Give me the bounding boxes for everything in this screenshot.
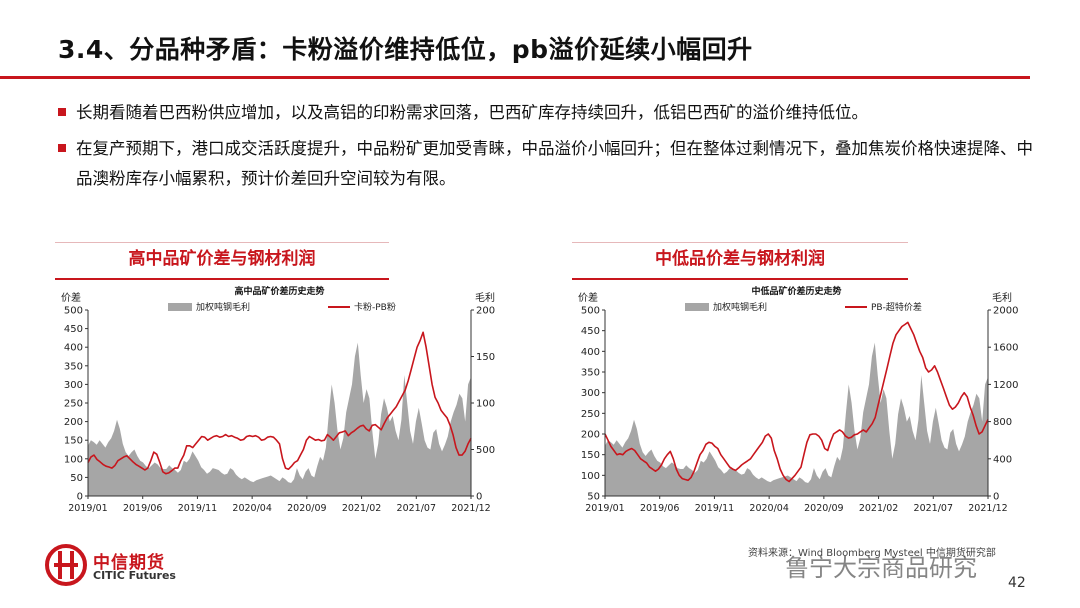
y-right-tick-label: 800 [993, 417, 1012, 428]
page-number: 42 [1008, 575, 1026, 591]
bullet-1-text: 长期看随着巴西粉供应增加，以及高铝的印粉需求回落，巴西矿库存持续回升，低铝巴西矿… [76, 103, 868, 122]
y-left-tick-label: 50 [70, 473, 83, 484]
y-left-tick-label: 300 [581, 388, 600, 399]
series-line-spread [87, 331, 472, 475]
bullet-marker [58, 144, 66, 152]
chart-title: 高中品矿价差历史走势 [234, 285, 324, 297]
watermark: 鲁宁大宗商品研究 [785, 554, 977, 582]
y-left-tick-label: 250 [64, 399, 83, 410]
x-tick-label: 2020/09 [287, 503, 326, 514]
x-tick-label: 2021/07 [397, 503, 436, 514]
x-tick-label: 2019/01 [585, 503, 624, 514]
x-tick-label: 2021/12 [968, 503, 1007, 514]
y-left-tick-label: 150 [581, 450, 600, 461]
x-tick-label: 2019/06 [123, 503, 162, 514]
x-tick-label: 2021/07 [914, 503, 953, 514]
chart-2-header: 中低品价差与钢材利润 [572, 242, 908, 280]
x-tick-label: 2019/06 [640, 503, 679, 514]
y-right-tick-label: 500 [476, 445, 495, 456]
x-tick-label: 2020/04 [749, 503, 788, 514]
y-left-tick-label: 200 [64, 417, 83, 428]
logo-text-cn: 中信期货 [93, 553, 165, 573]
bullet-2: 在复产预期下，港口成交活跃度提升，中品粉矿更加受青睐，中品溢价小幅回升；但在整体… [58, 134, 1033, 194]
y-left-tick-label: 100 [64, 454, 83, 465]
chart-title: 中低品矿价差历史走势 [751, 285, 841, 297]
y-right-tick-label: 1500 [476, 352, 495, 363]
x-tick-label: 2020/04 [232, 503, 271, 514]
legend-swatch-area [685, 303, 709, 311]
chart-1-header: 高中品矿价差与钢材利润 [55, 242, 389, 280]
legend-label: 卡粉-PB粉 [354, 301, 396, 313]
y-right-tick-label: 1600 [993, 343, 1018, 354]
legend-swatch-area [168, 303, 192, 311]
y-left-tick-label: 150 [64, 436, 83, 447]
y-right-tick-label: 0 [993, 492, 999, 503]
source-note: 资料来源：Wind Bloomberg Mysteel 中信期货研究部 [748, 548, 996, 559]
y-left-tick-label: 450 [64, 324, 83, 335]
legend-label: PB-超特价差 [871, 301, 922, 313]
bullet-marker [58, 108, 66, 116]
y-left-tick-label: 200 [581, 430, 600, 441]
y-left-tick-label: 250 [581, 409, 600, 420]
slide-title: 3.4、分品种矛盾：卡粉溢价维持低位，pb溢价延续小幅回升 [58, 35, 753, 64]
y-left-tick-label: 450 [581, 326, 600, 337]
x-tick-label: 2019/01 [68, 503, 107, 514]
y-left-label: 价差 [578, 291, 598, 304]
logo-text-en: CITIC Futures [93, 569, 176, 582]
y-left-tick-label: 400 [64, 343, 83, 354]
y-right-tick-label: 1000 [476, 399, 495, 410]
y-left-tick-label: 400 [581, 347, 600, 358]
y-left-tick-label: 350 [581, 368, 600, 379]
y-left-tick-label: 300 [64, 380, 83, 391]
bullet-2-text: 在复产预期下，港口成交活跃度提升，中品粉矿更加受青睐，中品溢价小幅回升；但在整体… [76, 139, 1033, 188]
legend-label: 加权吨钢毛利 [196, 301, 250, 313]
y-left-tick-label: 50 [587, 492, 600, 503]
chart-2: 中低品价差与钢材利润 中低品矿价差历史走势价差 毛利加权吨钢毛利 PB-超特价差 50… [572, 242, 1030, 520]
bullet-1: 长期看随着巴西粉供应增加，以及高铝的印粉需求回落，巴西矿库存持续回升，低铝巴西矿… [58, 98, 1033, 128]
x-tick-label: 2021/02 [342, 503, 381, 514]
x-tick-label: 2019/11 [178, 503, 217, 514]
y-right-tick-label: 2000 [476, 306, 495, 317]
y-left-tick-label: 500 [581, 306, 600, 317]
y-left-tick-label: 500 [64, 306, 83, 317]
y-right-tick-label: 0 [476, 492, 482, 503]
y-left-tick-label: 100 [581, 471, 600, 482]
series-area-profit [605, 342, 988, 496]
series-line-spread [604, 321, 989, 483]
y-right-label: 毛利 [992, 292, 1012, 304]
x-tick-label: 2020/09 [804, 503, 843, 514]
y-right-tick-label: 1200 [993, 380, 1018, 391]
x-tick-label: 2021/12 [451, 503, 490, 514]
y-left-tick-label: 350 [64, 361, 83, 372]
x-tick-label: 2021/02 [859, 503, 898, 514]
series-area-profit [88, 342, 471, 496]
y-left-label: 价差 [61, 291, 81, 304]
x-tick-label: 2019/11 [695, 503, 734, 514]
y-right-tick-label: 400 [993, 454, 1012, 465]
y-right-tick-label: 2000 [993, 306, 1018, 317]
y-right-label: 毛利 [475, 292, 495, 304]
citic-logo-icon [45, 544, 87, 586]
y-left-tick-label: 0 [77, 492, 83, 503]
chart-1: 高中品矿价差与钢材利润 高中品矿价差历史走势价差 毛利加权吨钢毛利 卡粉-PB粉 0 5… [55, 242, 495, 520]
title-divider [0, 76, 1030, 79]
legend-label: 加权吨钢毛利 [713, 301, 767, 313]
